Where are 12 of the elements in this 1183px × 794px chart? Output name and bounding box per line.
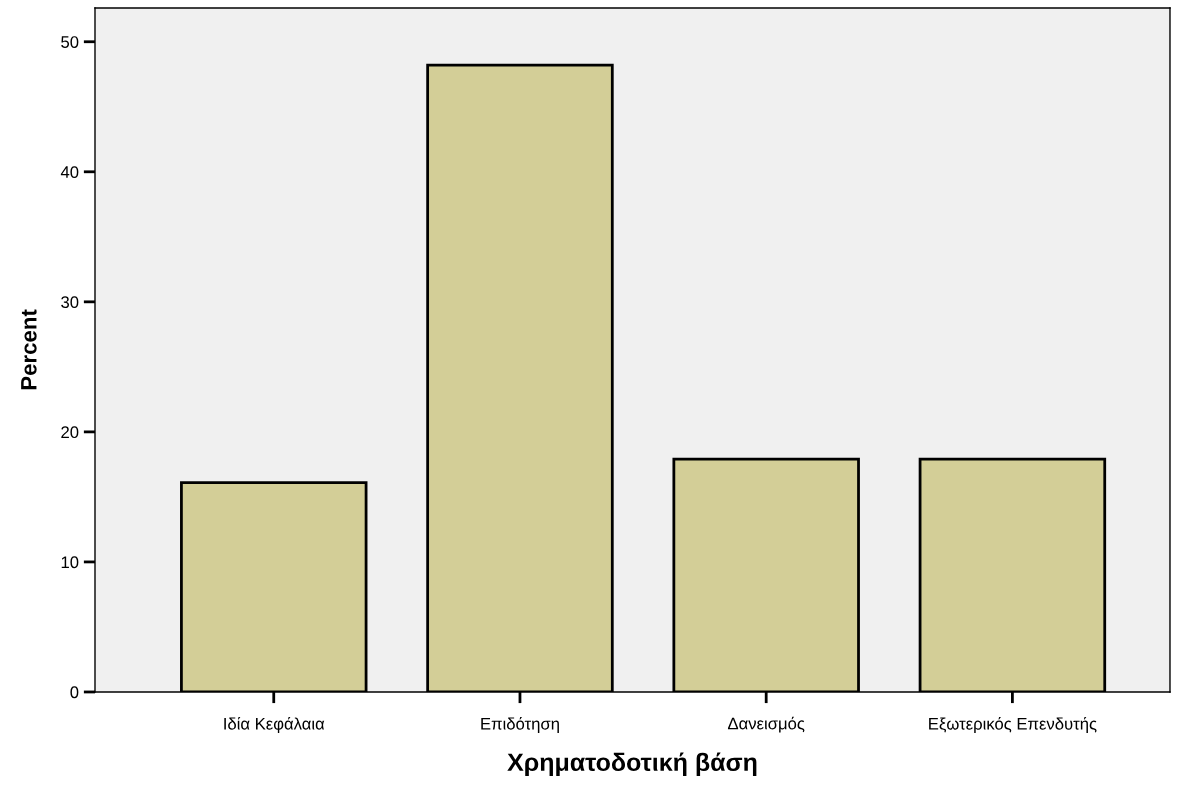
y-tick-label: 40 [60,166,79,178]
y-tick-label: 30 [61,296,79,309]
x-tick-label: Επιδότηση [481,716,559,733]
y-tick-label: 50 [61,36,79,48]
x-tick-label: Εξωτερικός Επενδυτής [929,716,1097,733]
y-axis-title: Percent [21,309,37,390]
y-tick-label: 10 [61,556,79,569]
y-tick-label: 0 [70,686,79,699]
x-tick-label: Ιδία Κεφάλαια [224,716,325,733]
y-tick-label: 20 [61,426,79,439]
x-tick-label: Δανεισμός [727,716,805,733]
x-axis-title: Χρηματοδοτική βάση [507,752,757,777]
